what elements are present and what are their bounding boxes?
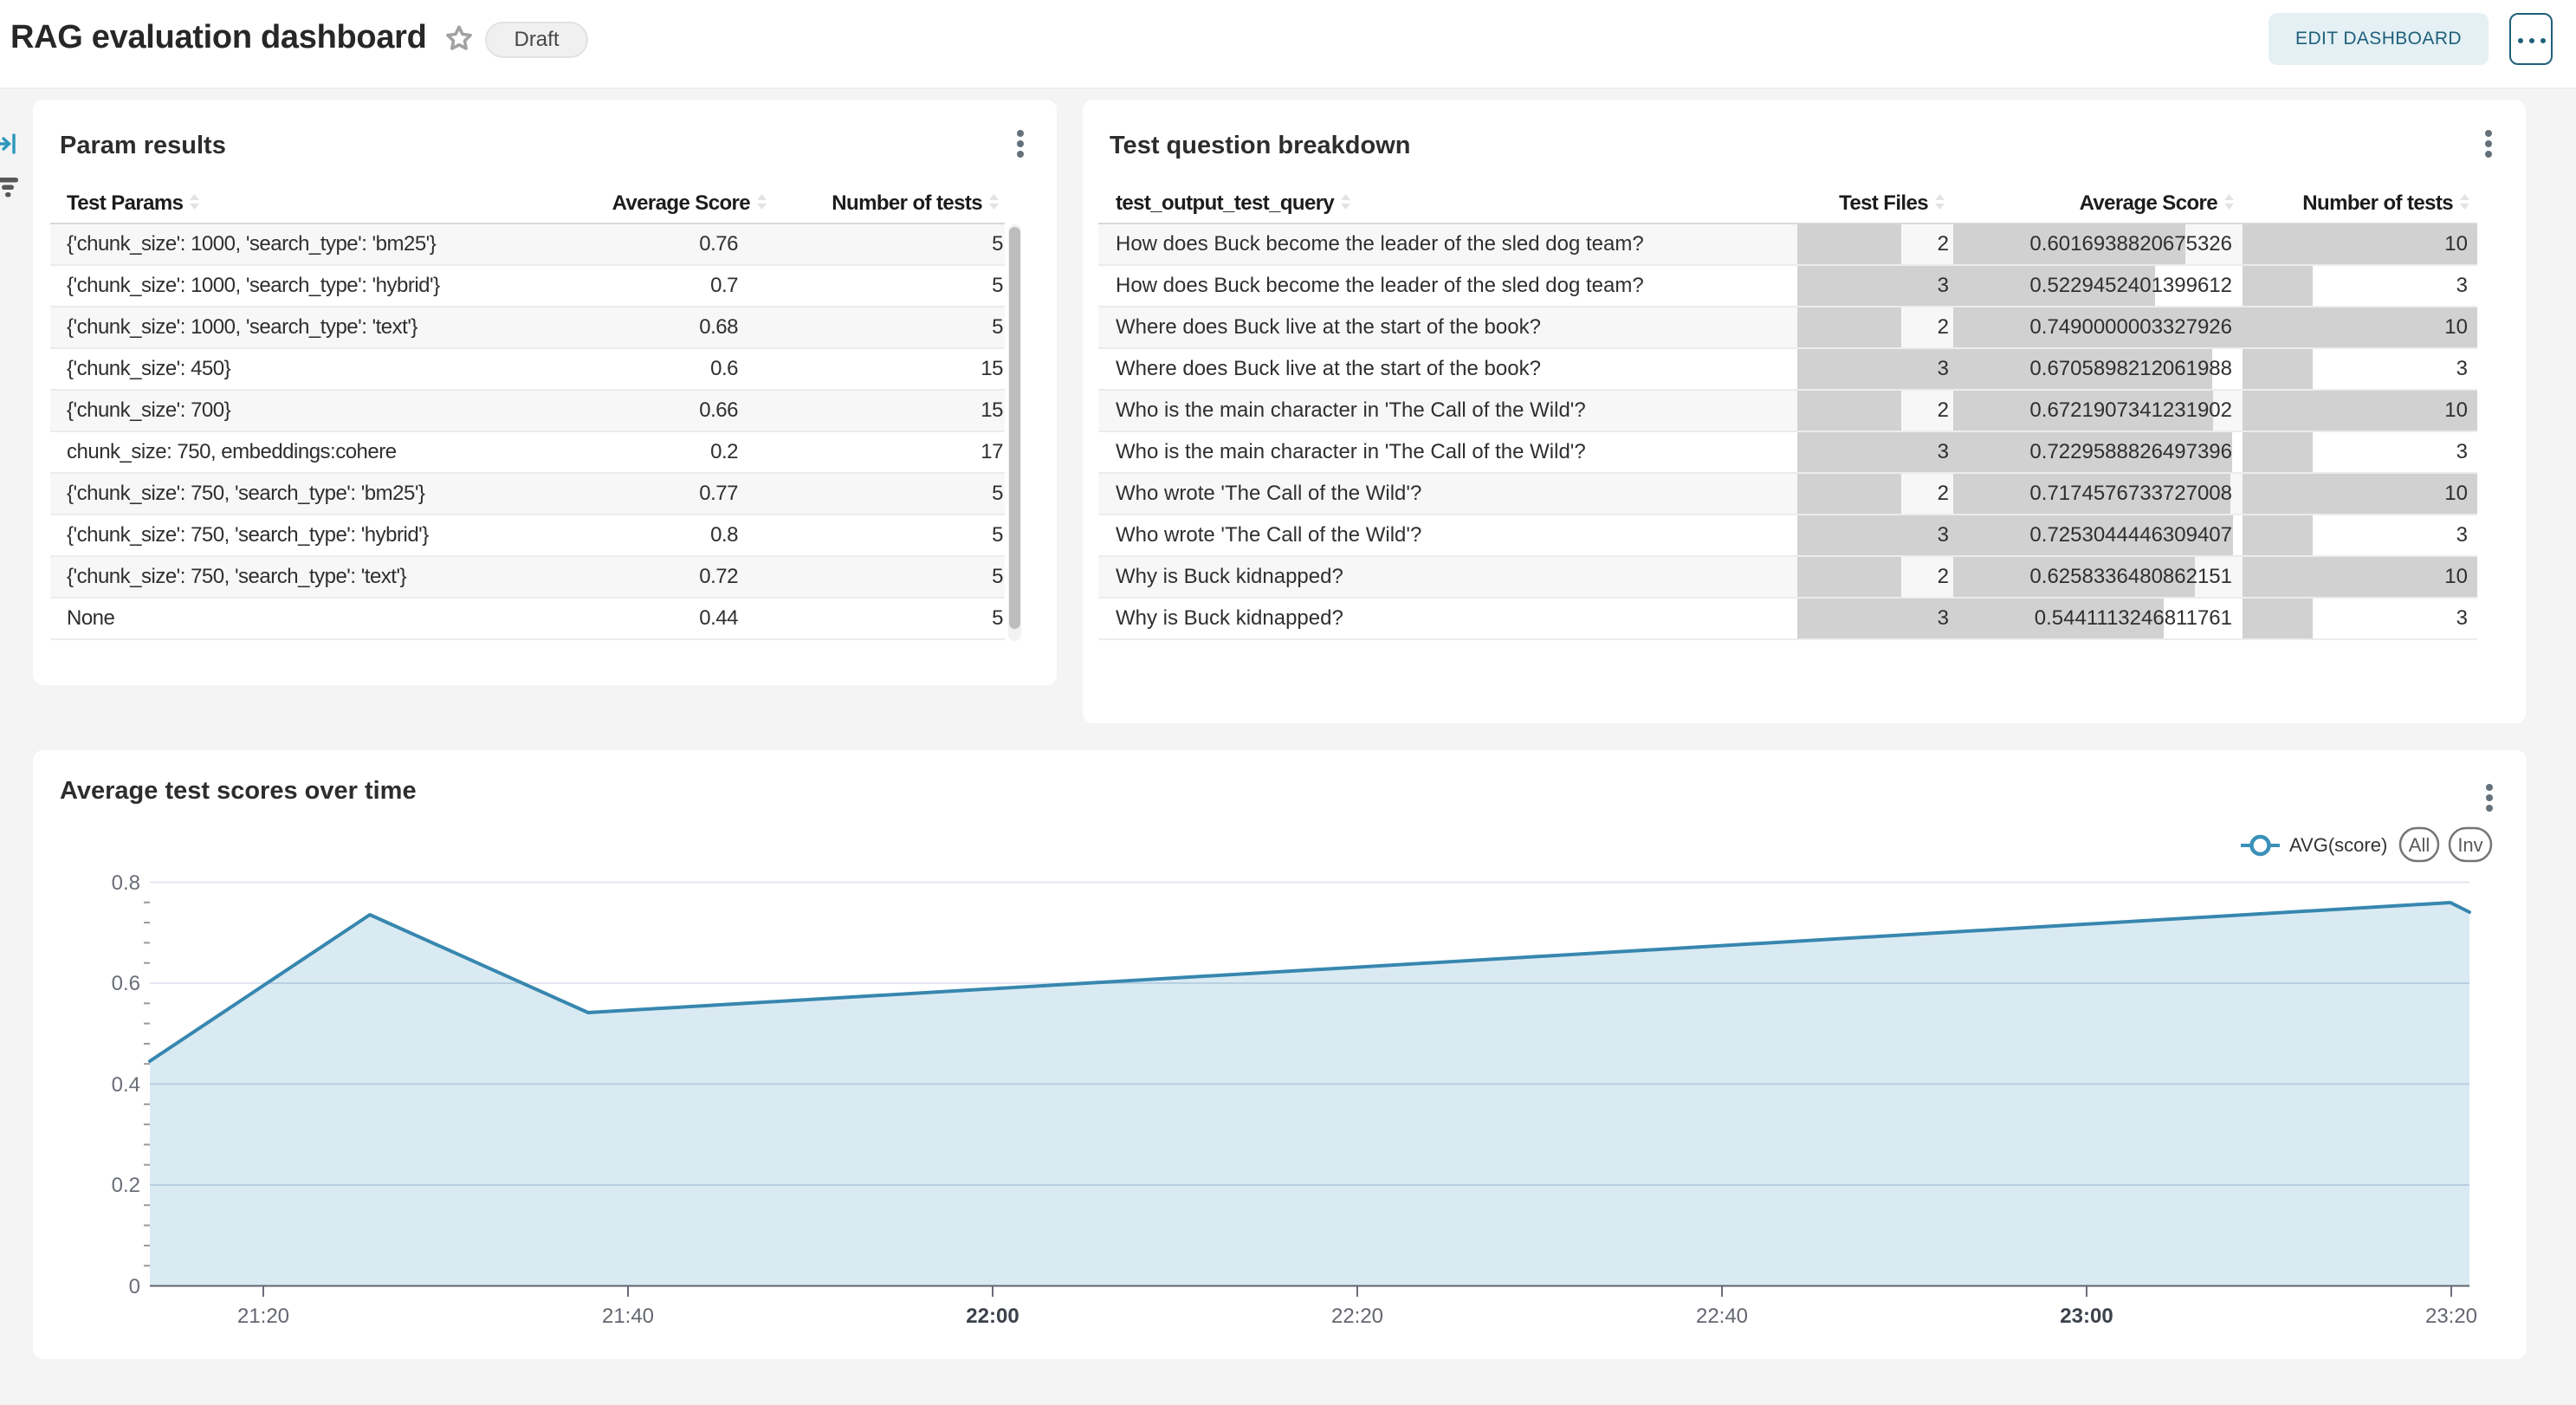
svg-text:0.6: 0.6 — [112, 972, 140, 995]
svg-text:0.8: 0.8 — [112, 871, 140, 895]
svg-text:22:40: 22:40 — [1696, 1305, 1748, 1328]
svg-text:0: 0 — [129, 1275, 140, 1298]
svg-text:21:40: 21:40 — [602, 1305, 654, 1328]
svg-text:22:00: 22:00 — [966, 1305, 1019, 1328]
svg-text:0.2: 0.2 — [112, 1174, 140, 1197]
svg-text:Inv: Inv — [2457, 834, 2482, 856]
svg-text:22:20: 22:20 — [1331, 1305, 1383, 1328]
svg-text:All: All — [2409, 834, 2430, 856]
svg-text:23:00: 23:00 — [2060, 1305, 2113, 1328]
svg-text:23:20: 23:20 — [2425, 1305, 2477, 1328]
svg-text:AVG(score): AVG(score) — [2289, 834, 2387, 856]
svg-text:0.4: 0.4 — [112, 1073, 140, 1097]
svg-text:21:20: 21:20 — [237, 1305, 289, 1328]
